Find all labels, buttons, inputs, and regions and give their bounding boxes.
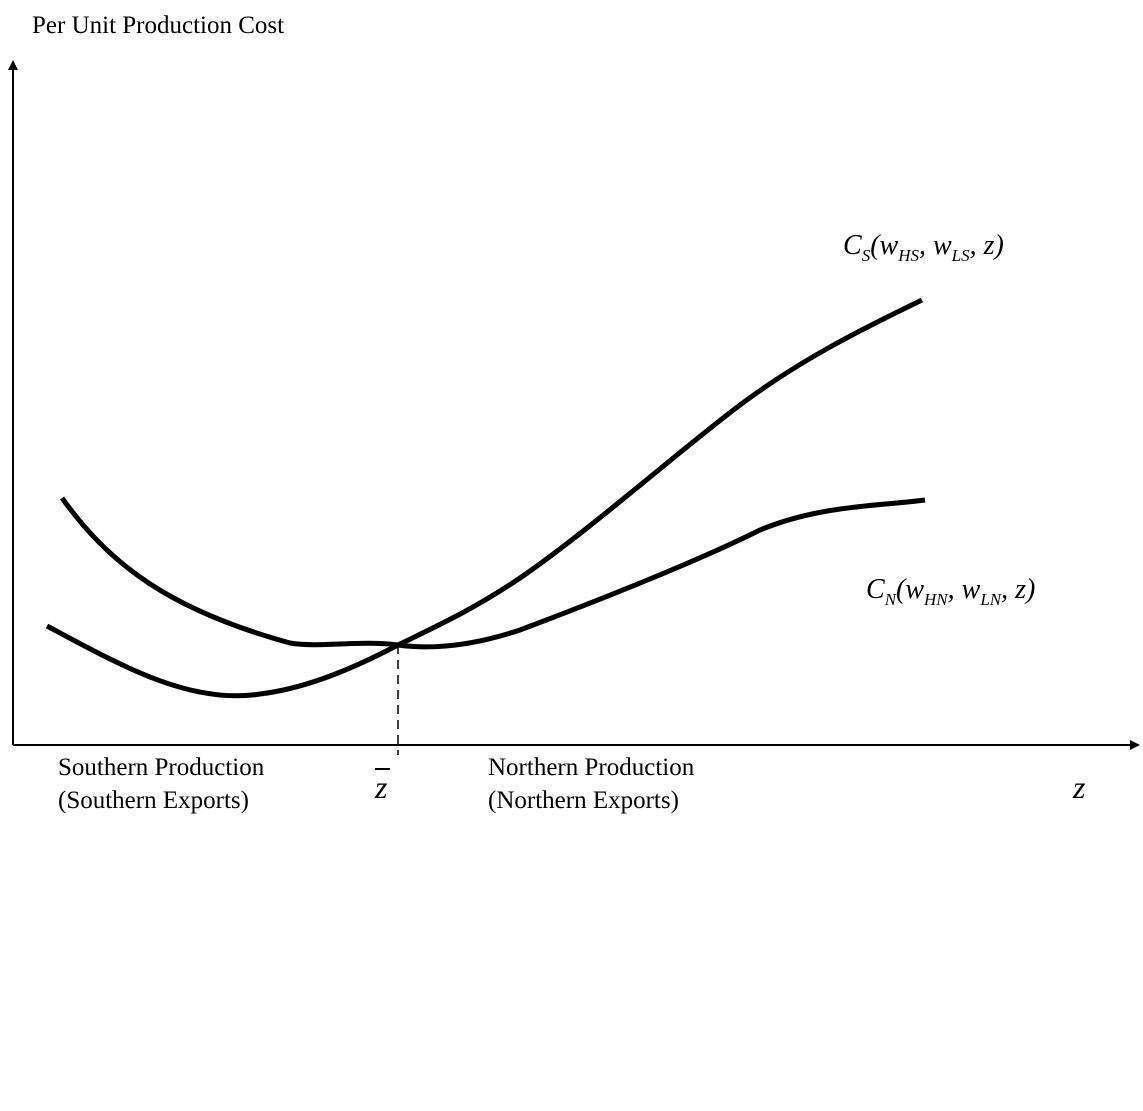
southern-cost-curve bbox=[59, 297, 924, 648]
label-text: C bbox=[843, 230, 862, 261]
label-text: , z) bbox=[970, 230, 1004, 261]
label-text: , z) bbox=[1001, 574, 1035, 605]
label-subscript: S bbox=[862, 246, 871, 265]
label-subscript: HS bbox=[897, 246, 919, 265]
label-subscript: LN bbox=[979, 590, 1002, 609]
label-subscript: HN bbox=[923, 590, 949, 609]
label-text: , w bbox=[919, 230, 952, 261]
region-label: (Northern Exports) bbox=[488, 787, 679, 814]
label-subscript: N bbox=[884, 590, 898, 609]
label-text: (w bbox=[896, 574, 924, 605]
threshold-label: z bbox=[374, 769, 388, 805]
label-text: (w bbox=[870, 230, 898, 261]
southern-cost-label: CS(wHS, wLS, z) bbox=[843, 230, 1004, 265]
x-axis-label: z bbox=[1072, 769, 1086, 805]
northern-cost-label: CN(wHN, wLN, z) bbox=[866, 574, 1035, 609]
region-label: (Southern Exports) bbox=[58, 787, 249, 814]
label-text: C bbox=[866, 574, 885, 605]
y-axis-label: Per Unit Production Cost bbox=[32, 12, 284, 39]
northern-cost-curve bbox=[45, 497, 926, 699]
region-label: Southern Production bbox=[58, 754, 265, 781]
label-subscript: LS bbox=[951, 246, 970, 265]
region-label: Northern Production bbox=[488, 754, 695, 781]
label-text: , w bbox=[948, 574, 981, 605]
